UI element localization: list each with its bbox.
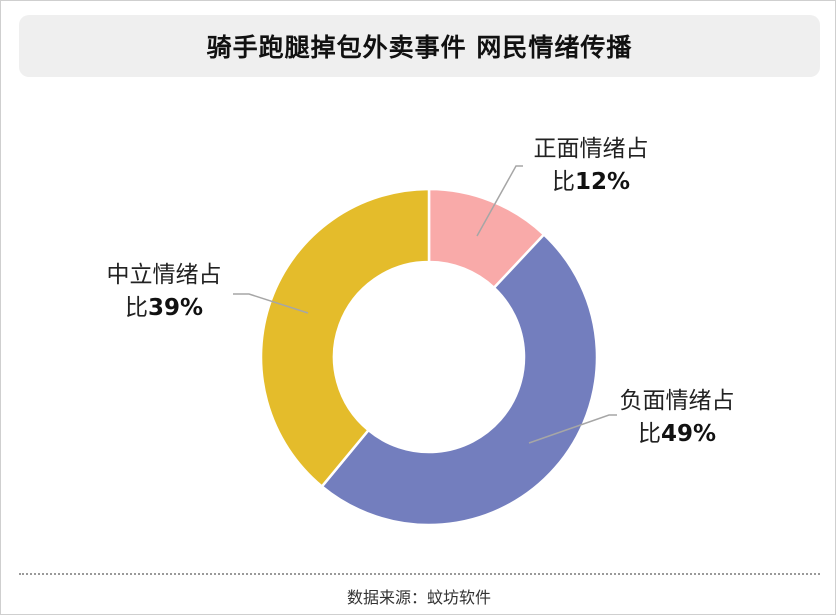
footer-divider xyxy=(19,573,820,575)
leader-line-neutral xyxy=(233,293,309,314)
source-note: 数据来源：蚊坊软件 xyxy=(346,588,491,607)
neutral-label-line1: 中立情绪占 xyxy=(106,262,222,288)
neutral-slice-label: 中立情绪占 比39% xyxy=(94,259,234,325)
leader-line-negative xyxy=(528,414,617,444)
title-bar: 骑手跑腿掉包外卖事件 网民情绪传播 xyxy=(19,15,820,77)
positive-pct: 12% xyxy=(574,169,631,195)
negative-slice-label: 负面情绪占 比49% xyxy=(607,385,747,451)
negative-label-prefix: 比 xyxy=(637,421,661,447)
leader-line-positive xyxy=(476,165,523,237)
positive-slice-label: 正面情绪占 比12% xyxy=(521,133,661,199)
negative-label-line1: 负面情绪占 xyxy=(619,388,735,414)
negative-pct: 49% xyxy=(660,421,717,447)
neutral-label-prefix: 比 xyxy=(124,295,148,321)
donut-slice-negative xyxy=(320,232,599,527)
neutral-pct: 39% xyxy=(147,295,204,321)
chart-title: 骑手跑腿掉包外卖事件 网民情绪传播 xyxy=(206,33,633,62)
positive-label-prefix: 比 xyxy=(551,169,575,195)
positive-label-line1: 正面情绪占 xyxy=(533,136,649,162)
donut-slice-neutral xyxy=(259,187,431,489)
